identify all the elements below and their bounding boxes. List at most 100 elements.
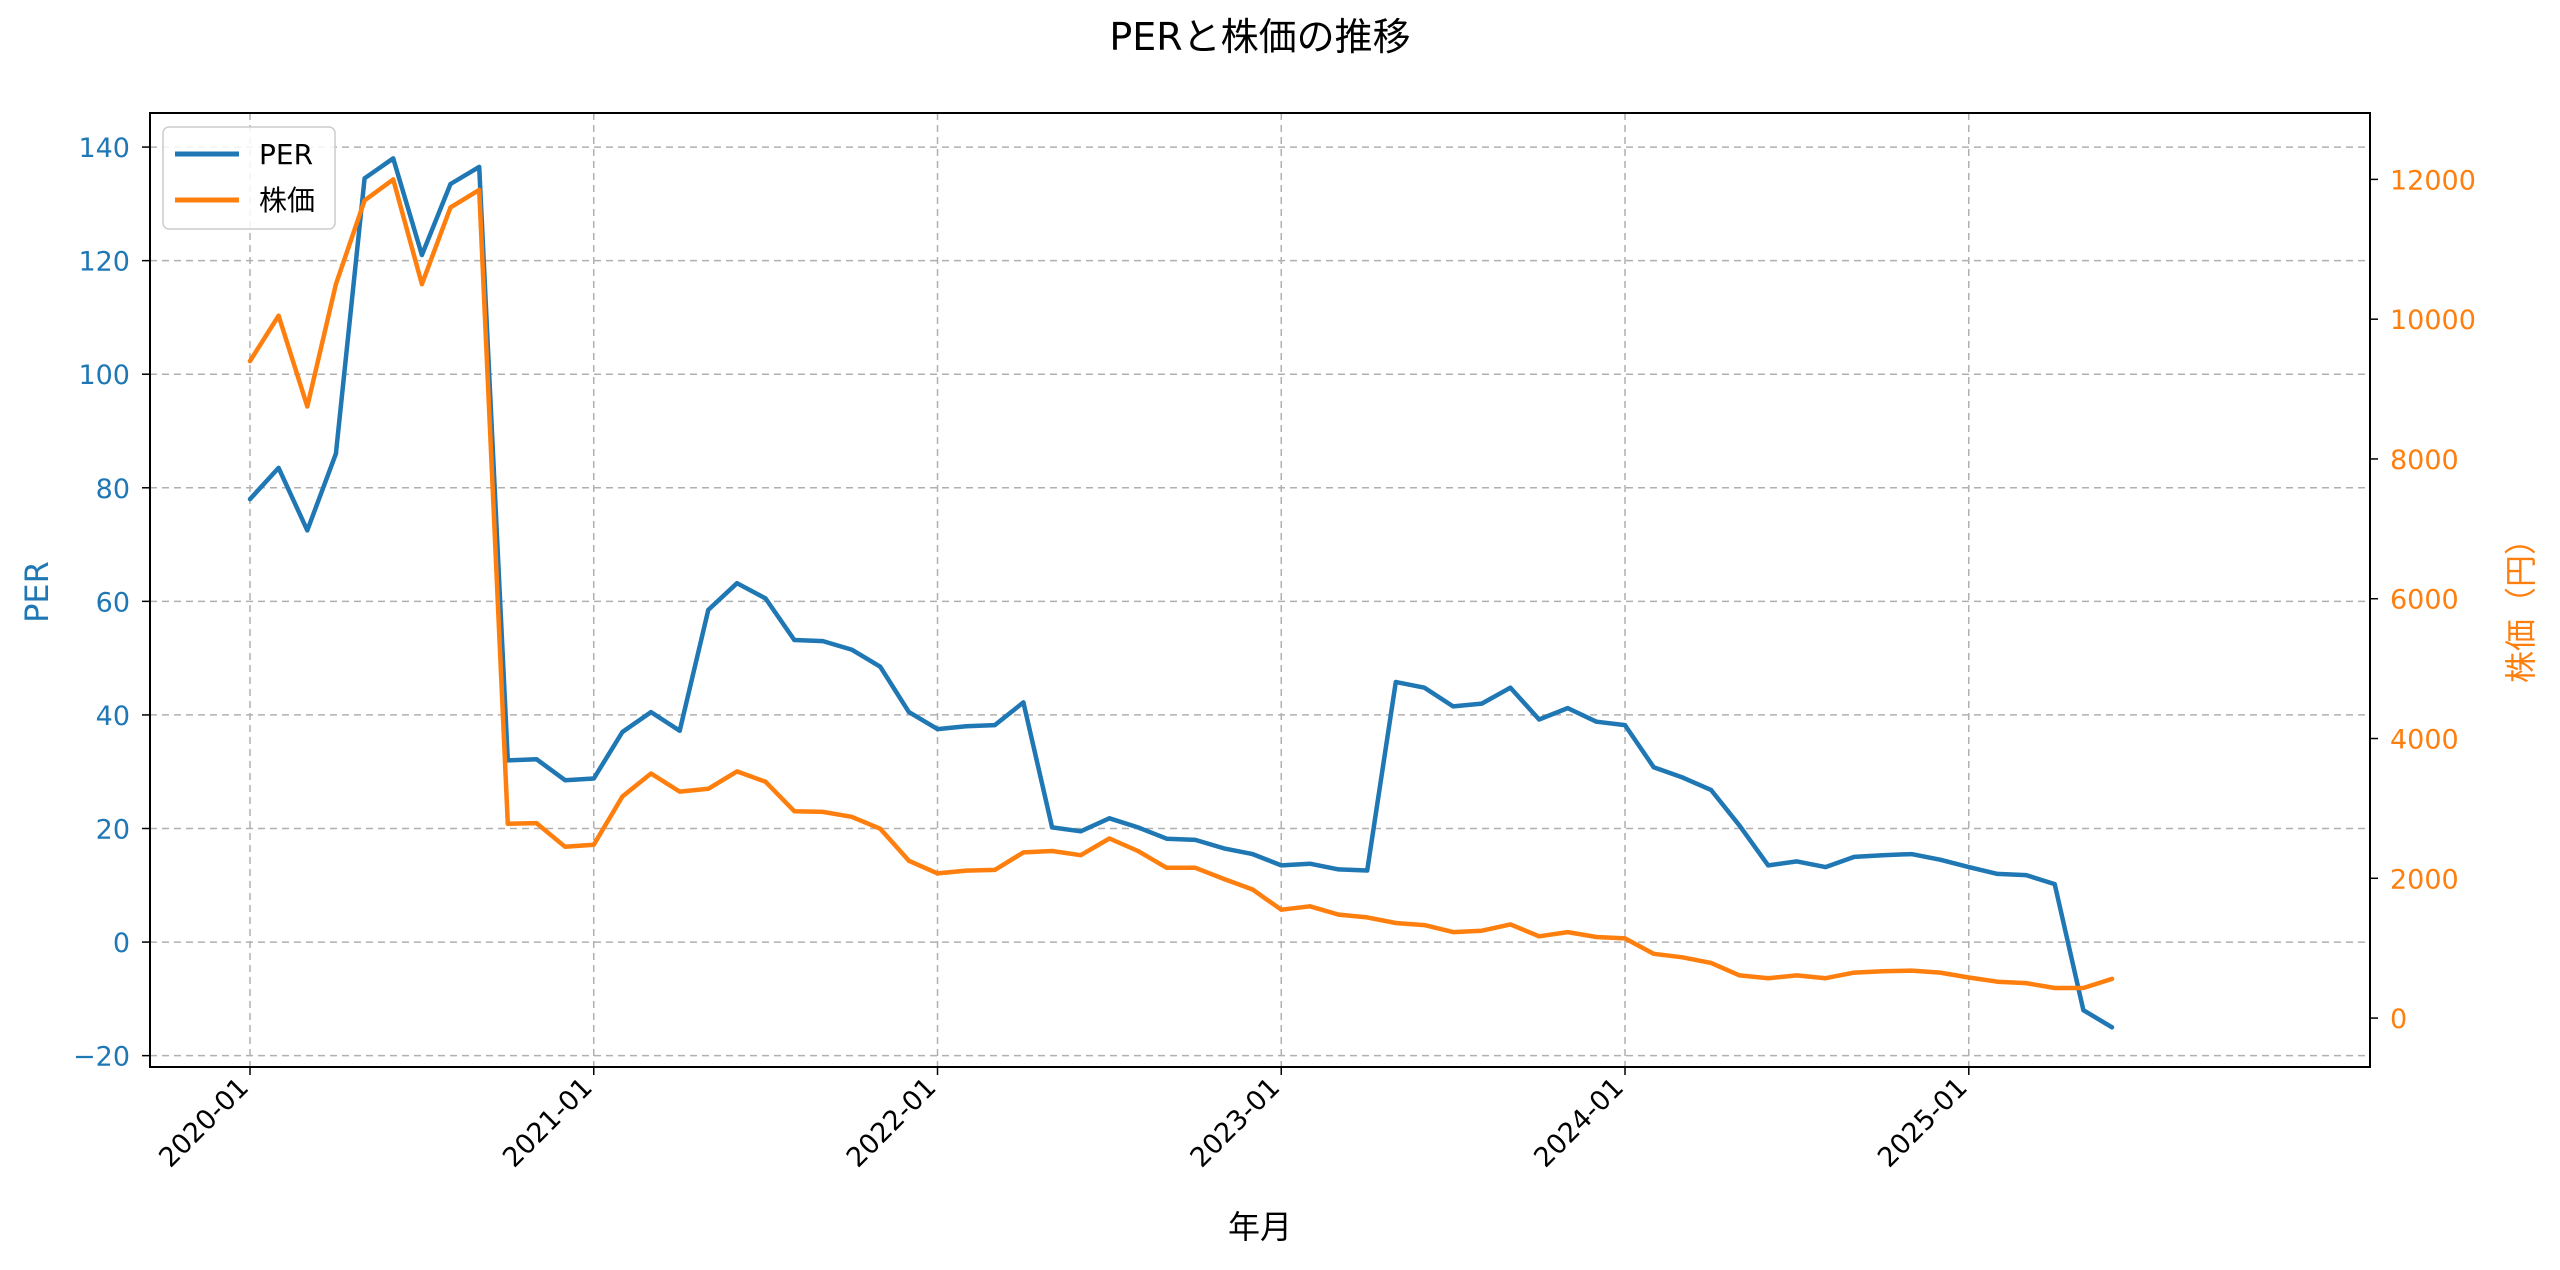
data-point-price: [591, 842, 596, 847]
series-layer: [247, 156, 2115, 1030]
data-point-per: [1880, 853, 1885, 858]
data-point-price: [2024, 981, 2029, 986]
data-point-price: [1279, 907, 1284, 912]
data-point-price: [1966, 975, 1971, 980]
data-point-per: [1021, 700, 1026, 705]
data-point-per: [477, 164, 482, 169]
data-point-per: [735, 581, 739, 586]
chart-title: PERと株価の推移: [1109, 15, 1410, 59]
data-point-per: [1050, 825, 1055, 830]
data-point-price: [1222, 877, 1226, 881]
data-point-price: [1193, 865, 1198, 870]
data-point-price: [1565, 930, 1570, 935]
data-point-per: [2024, 873, 2029, 878]
data-point-price: [1823, 976, 1828, 981]
data-point-per: [2081, 1008, 2086, 1013]
data-point-per: [1709, 787, 1713, 792]
data-point-price: [505, 821, 510, 826]
left-tick-label: 100: [78, 360, 130, 391]
series-line-per: [247, 156, 2115, 1030]
data-point-per: [677, 728, 682, 733]
data-point-per: [563, 778, 568, 783]
data-point-per: [534, 757, 539, 762]
data-point-price: [792, 809, 797, 814]
data-point-per: [305, 528, 310, 533]
data-point-price: [849, 814, 854, 819]
data-point-per: [1393, 680, 1398, 684]
data-point-per: [1794, 859, 1799, 864]
data-point-price: [1537, 934, 1542, 939]
left-tick-label: 140: [78, 133, 130, 164]
series-line-price: [247, 177, 2115, 991]
data-point-price: [276, 313, 281, 318]
data-point-price: [333, 282, 338, 287]
data-point-price: [1594, 935, 1599, 939]
data-point-price: [763, 779, 768, 784]
data-point-per: [620, 730, 625, 734]
right-tick-label: 6000: [2390, 585, 2459, 616]
data-point-per: [820, 639, 825, 644]
data-point-per: [1651, 765, 1656, 770]
grid: [150, 113, 2370, 1067]
data-point-per: [1250, 852, 1255, 857]
data-point-price: [1078, 853, 1083, 858]
left-tick-label: 60: [96, 587, 130, 618]
data-point-per: [1966, 865, 1971, 870]
x-axis-title: 年月: [1228, 1208, 1292, 1246]
right-tick-label: 8000: [2390, 445, 2459, 476]
left-axis-title: PER: [18, 561, 56, 623]
data-point-price: [305, 404, 310, 409]
left-tick-label: 120: [78, 247, 130, 278]
data-point-price: [1737, 973, 1742, 978]
data-point-price: [1307, 904, 1312, 909]
data-point-per: [1594, 719, 1599, 724]
data-point-per: [1938, 857, 1943, 862]
data-point-price: [1766, 976, 1771, 981]
data-point-per: [878, 664, 883, 669]
data-point-price: [935, 871, 940, 876]
data-point-price: [964, 868, 969, 873]
right-tick-label: 0: [2390, 1004, 2407, 1035]
data-point-per: [1852, 854, 1857, 859]
data-point-per: [1537, 717, 1542, 722]
data-point-price: [1880, 969, 1885, 974]
data-point-per: [419, 253, 424, 257]
data-point-price: [534, 821, 539, 826]
data-point-price: [677, 789, 682, 794]
data-point-price: [477, 187, 482, 192]
data-point-price: [1107, 836, 1112, 841]
data-point-price: [1050, 849, 1055, 853]
data-point-per: [649, 710, 653, 715]
data-point-price: [448, 205, 453, 210]
data-point-per: [1336, 867, 1341, 872]
data-point-per: [706, 607, 711, 612]
legend-label-per: PER: [259, 138, 313, 171]
left-axis: −20 0 20 40 60 80 100 120 140: [73, 133, 150, 1073]
right-tick-label: 4000: [2390, 725, 2459, 756]
data-point-per: [448, 182, 453, 186]
data-point-per: [1623, 723, 1627, 728]
data-point-per: [1909, 852, 1914, 857]
data-point-per: [1107, 816, 1112, 821]
data-point-price: [1365, 915, 1370, 920]
data-point-per: [1680, 775, 1685, 780]
data-point-price: [906, 858, 911, 863]
data-point-price: [1508, 922, 1513, 927]
data-point-per: [1136, 825, 1140, 830]
data-point-per: [1222, 846, 1226, 851]
data-point-per: [2110, 1025, 2114, 1030]
data-point-price: [1136, 849, 1140, 853]
left-tick-label: 80: [96, 474, 130, 505]
data-point-price: [706, 786, 711, 791]
data-point-price: [1021, 850, 1026, 855]
data-point-per: [1565, 706, 1570, 711]
data-point-per: [1307, 861, 1312, 866]
data-point-per: [1422, 685, 1427, 690]
data-point-per: [1479, 701, 1484, 706]
data-point-per: [1766, 863, 1771, 868]
data-point-per: [849, 647, 854, 652]
data-point-per: [1279, 863, 1284, 868]
data-point-per: [1365, 868, 1370, 873]
data-point-per: [1508, 685, 1513, 690]
left-tick-label: 0: [113, 928, 130, 959]
